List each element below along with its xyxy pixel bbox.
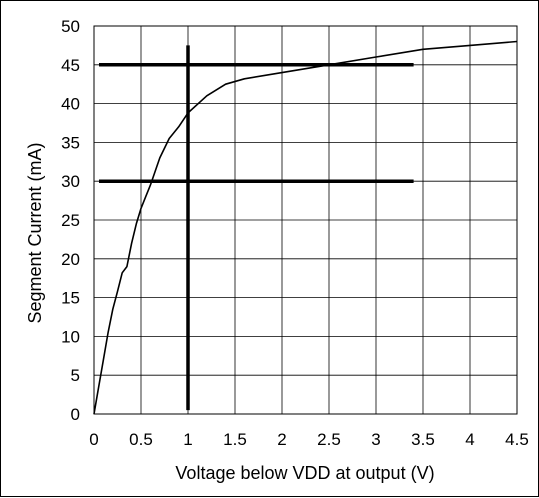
- y-axis-label: Segment Current (mA): [25, 142, 45, 323]
- x-tick-label: 0: [89, 430, 98, 449]
- y-tick-label: 30: [61, 172, 80, 191]
- reference-lines: [99, 45, 414, 411]
- y-tick-label: 50: [61, 17, 80, 36]
- y-tick-label: 15: [61, 289, 80, 308]
- y-tick-label: 10: [61, 327, 80, 346]
- x-tick-label: 4: [465, 430, 474, 449]
- y-tick-label: 20: [61, 250, 80, 269]
- x-tick-label: 1.5: [223, 430, 247, 449]
- y-tick-label: 35: [61, 133, 80, 152]
- x-tick-label: 3: [371, 430, 380, 449]
- x-tick-label: 2: [277, 430, 286, 449]
- x-tick-label: 2.5: [317, 430, 341, 449]
- tick-labels: 0 0.5 1 1.5 2 2.5 3 3.5 4 4.5 0 5 10 15 20 25 30 35 40 45 50: [61, 17, 529, 449]
- y-tick-label: 25: [61, 211, 80, 230]
- grid: [93, 25, 518, 415]
- y-tick-label: 40: [61, 95, 80, 114]
- x-tick-label: 4.5: [505, 430, 529, 449]
- series-line-0: [93, 40, 518, 415]
- x-tick-label: 3.5: [411, 430, 435, 449]
- y-tick-label: 5: [71, 366, 80, 385]
- y-tick-label: 45: [61, 56, 80, 75]
- y-tick-label: 0: [71, 405, 80, 424]
- x-tick-label: 0.5: [129, 430, 153, 449]
- series-layer: [93, 40, 518, 415]
- x-axis-label: Voltage below VDD at output (V): [175, 463, 434, 483]
- x-tick-label: 1: [183, 430, 192, 449]
